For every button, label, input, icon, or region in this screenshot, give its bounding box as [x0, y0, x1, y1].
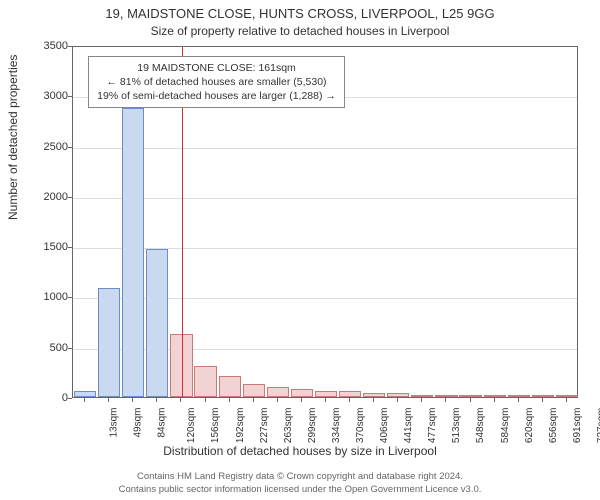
histogram-bar: [267, 387, 289, 397]
histogram-bar: [74, 391, 96, 397]
x-tick-mark: [108, 398, 109, 402]
x-tick-label: 548sqm: [476, 408, 487, 444]
histogram-bar: [532, 395, 554, 397]
histogram-bar: [363, 393, 385, 397]
y-tick-mark: [68, 46, 72, 47]
x-tick-label: 156sqm: [211, 408, 222, 444]
histogram-bar: [146, 249, 168, 397]
y-tick-mark: [68, 348, 72, 349]
x-tick-label: 263sqm: [283, 408, 294, 444]
histogram-bar: [435, 395, 457, 397]
histogram-bar: [315, 391, 337, 397]
histogram-bar: [122, 108, 144, 397]
histogram-bar: [387, 393, 409, 397]
y-tick-mark: [68, 147, 72, 148]
x-tick-mark: [421, 398, 422, 402]
y-tick-label: 2500: [28, 141, 68, 153]
x-axis-label: Distribution of detached houses by size …: [0, 444, 600, 458]
y-tick-mark: [68, 247, 72, 248]
x-tick-label: 620sqm: [524, 408, 535, 444]
histogram-bar: [484, 395, 506, 397]
x-tick-label: 370sqm: [355, 408, 366, 444]
x-tick-mark: [325, 398, 326, 402]
x-tick-mark: [253, 398, 254, 402]
x-tick-label: 584sqm: [500, 408, 511, 444]
info-box-line: 19% of semi-detached houses are larger (…: [97, 89, 336, 103]
x-tick-mark: [542, 398, 543, 402]
x-tick-mark: [301, 398, 302, 402]
y-tick-mark: [68, 297, 72, 298]
y-tick-label: 2000: [28, 191, 68, 203]
x-tick-mark: [518, 398, 519, 402]
histogram-bar: [219, 376, 241, 397]
x-tick-mark: [229, 398, 230, 402]
histogram-bar: [98, 288, 120, 397]
x-tick-mark: [349, 398, 350, 402]
x-tick-label: 84sqm: [157, 408, 168, 438]
y-tick-label: 3500: [28, 40, 68, 52]
x-tick-label: 477sqm: [427, 408, 438, 444]
y-tick-label: 0: [28, 392, 68, 404]
x-tick-label: 227sqm: [259, 408, 270, 444]
grid-line: [73, 148, 577, 149]
x-tick-mark: [566, 398, 567, 402]
histogram-bar: [459, 395, 481, 397]
x-tick-label: 513sqm: [451, 408, 462, 444]
grid-line: [73, 198, 577, 199]
info-box-line: 19 MAIDSTONE CLOSE: 161sqm: [97, 61, 336, 75]
y-tick-mark: [68, 197, 72, 198]
x-tick-mark: [132, 398, 133, 402]
x-tick-label: 49sqm: [133, 408, 144, 438]
x-tick-label: 691sqm: [572, 408, 583, 444]
footer-attribution: Contains HM Land Registry data © Crown c…: [0, 471, 600, 496]
x-tick-label: 120sqm: [186, 408, 197, 444]
x-tick-label: 406sqm: [379, 408, 390, 444]
x-tick-label: 441sqm: [403, 408, 414, 444]
y-tick-mark: [68, 398, 72, 399]
x-tick-mark: [494, 398, 495, 402]
x-tick-mark: [205, 398, 206, 402]
chart-title: 19, MAIDSTONE CLOSE, HUNTS CROSS, LIVERP…: [0, 0, 600, 22]
y-tick-label: 3000: [28, 90, 68, 102]
y-tick-mark: [68, 96, 72, 97]
x-tick-mark: [373, 398, 374, 402]
chart-container: 19, MAIDSTONE CLOSE, HUNTS CROSS, LIVERP…: [0, 0, 600, 500]
x-tick-label: 727sqm: [596, 408, 600, 444]
x-tick-label: 299sqm: [307, 408, 318, 444]
x-tick-label: 13sqm: [109, 408, 120, 438]
y-tick-label: 1000: [28, 291, 68, 303]
x-tick-label: 656sqm: [548, 408, 559, 444]
x-tick-mark: [84, 398, 85, 402]
histogram-bar: [556, 395, 578, 397]
histogram-bar: [291, 389, 313, 397]
chart-subtitle: Size of property relative to detached ho…: [0, 22, 600, 38]
histogram-bar: [339, 391, 361, 397]
histogram-bar: [243, 384, 265, 397]
x-tick-mark: [445, 398, 446, 402]
y-axis-label: Number of detached properties: [6, 55, 20, 220]
y-tick-label: 500: [28, 342, 68, 354]
x-tick-mark: [180, 398, 181, 402]
info-box-line: ← 81% of detached houses are smaller (5,…: [97, 75, 336, 89]
x-tick-mark: [156, 398, 157, 402]
histogram-bar: [411, 395, 433, 397]
plot-area: 19 MAIDSTONE CLOSE: 161sqm← 81% of detac…: [72, 46, 578, 398]
footer-line-2: Contains public sector information licen…: [0, 484, 600, 496]
y-tick-label: 1500: [28, 241, 68, 253]
x-tick-mark: [470, 398, 471, 402]
footer-line-1: Contains HM Land Registry data © Crown c…: [0, 471, 600, 483]
x-tick-mark: [397, 398, 398, 402]
x-tick-label: 334sqm: [331, 408, 342, 444]
histogram-bar: [194, 366, 216, 397]
info-box: 19 MAIDSTONE CLOSE: 161sqm← 81% of detac…: [88, 56, 345, 109]
x-tick-mark: [277, 398, 278, 402]
x-tick-label: 192sqm: [235, 408, 246, 444]
histogram-bar: [508, 395, 530, 397]
